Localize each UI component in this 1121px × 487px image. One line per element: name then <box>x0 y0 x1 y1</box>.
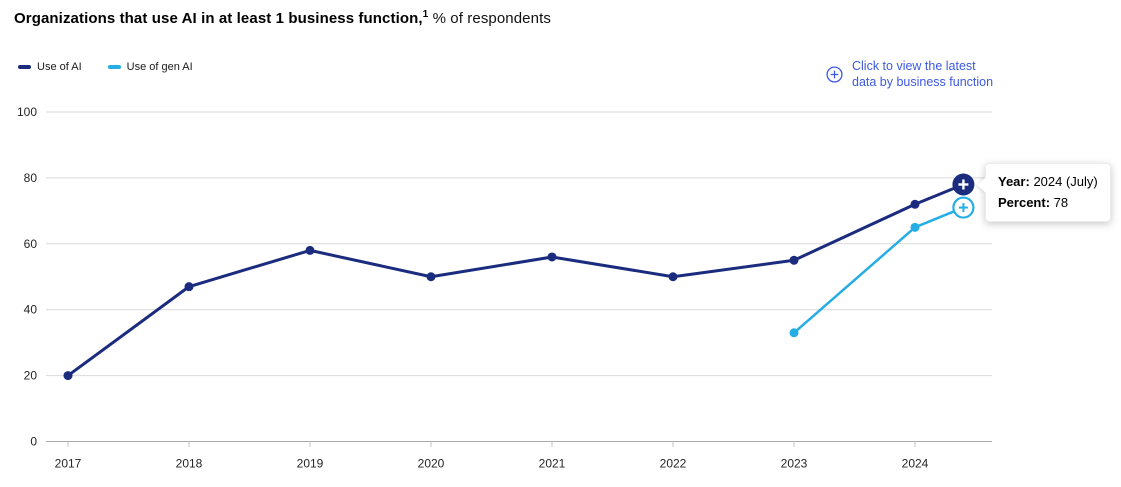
line-use-of-gen-ai <box>792 206 965 335</box>
title-main: Organizations that use AI in at least 1 … <box>14 10 423 27</box>
x-axis-label-2019: 2019 <box>297 457 324 471</box>
y-axis-label-0: 0 <box>30 435 37 449</box>
x-axis-label-2020: 2020 <box>418 457 445 471</box>
title-footnote-superscript: 1 <box>422 9 429 20</box>
point-use-of-ai-2017[interactable] <box>63 371 73 381</box>
x-axis-label-2018: 2018 <box>176 457 203 471</box>
point-use-of-ai-2018[interactable] <box>184 282 194 292</box>
y-axis-label-40: 40 <box>24 303 38 317</box>
use-of-gen-ai-swatch <box>107 65 121 69</box>
circled-plus-icon[interactable] <box>826 66 843 83</box>
point-use-of-ai-2023[interactable] <box>789 255 799 265</box>
view-latest-data-link[interactable]: Click to view the latest data by busines… <box>826 58 993 90</box>
legend-label-use-of-ai: Use of AI <box>37 61 82 73</box>
x-axis: 2017 2018 2019 2020 2021 2022 2023 2024 <box>55 441 929 471</box>
use-of-ai-swatch <box>18 65 31 69</box>
latest-marker-use-of-gen-ai[interactable] <box>952 196 975 219</box>
y-axis-label-100: 100 <box>17 105 37 119</box>
legend-label-use-of-gen-ai: Use of gen AI <box>126 61 193 73</box>
gridlines: 0 20 40 60 80 100 <box>17 105 992 449</box>
point-use-of-gen-ai-2024[interactable] <box>910 222 920 232</box>
tooltip-arrow <box>977 177 986 193</box>
x-axis-label-2021: 2021 <box>539 457 566 471</box>
legend: Use of AI Use of gen AI <box>18 61 219 73</box>
x-axis-label-2022: 2022 <box>660 457 687 471</box>
tooltip-percent-row: Percent: 78 <box>998 195 1069 210</box>
x-axis-label-2024: 2024 <box>902 457 929 471</box>
chart-canvas: 0 20 40 60 80 100 2017 2018 2019 2020 2021 2022 2023… <box>17 105 992 471</box>
legend-item-use-of-gen-ai: Use of gen AI <box>107 61 193 73</box>
tooltip: Year: 2024 (July) Percent: 78 <box>977 163 1111 222</box>
x-axis-label-2023: 2023 <box>781 457 808 471</box>
x-axis-label-2017: 2017 <box>55 457 82 471</box>
y-axis-label-80: 80 <box>24 171 38 185</box>
page-title: Organizations that use AI in at least 1 … <box>14 9 551 27</box>
view-latest-data-link-text[interactable]: Click to view the latest data by busines… <box>852 59 994 89</box>
point-use-of-ai-2022[interactable] <box>668 272 678 282</box>
point-use-of-ai-2021[interactable] <box>547 252 557 262</box>
y-axis-label-60: 60 <box>24 237 38 251</box>
line-use-of-ai <box>66 182 965 378</box>
latest-marker-use-of-ai[interactable] <box>952 173 975 196</box>
point-use-of-ai-2024[interactable] <box>910 199 920 209</box>
legend-item-use-of-ai: Use of AI <box>18 61 82 73</box>
point-use-of-ai-2020[interactable] <box>426 272 436 282</box>
point-use-of-ai-2019[interactable] <box>305 245 315 255</box>
point-use-of-gen-ai-2023[interactable] <box>789 328 799 338</box>
y-axis-label-20: 20 <box>24 369 38 383</box>
tooltip-year-row: Year: 2024 (July) <box>998 174 1098 189</box>
title-suffix: % of respondents <box>428 10 551 27</box>
